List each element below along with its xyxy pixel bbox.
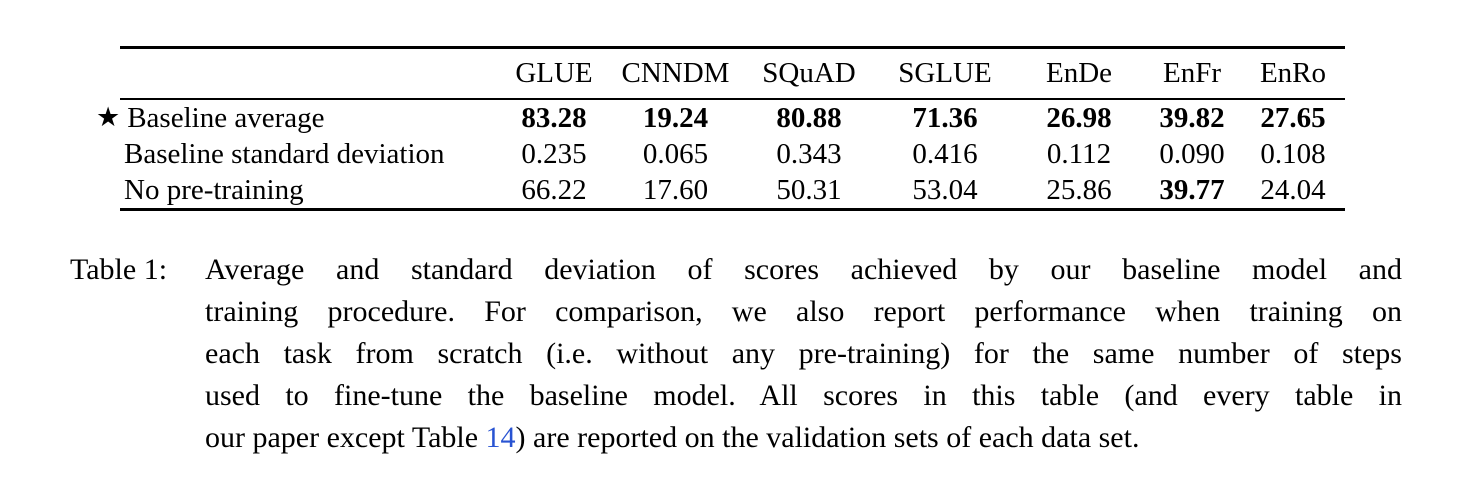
- header-cell-enfr: EnFr: [1143, 47, 1241, 100]
- value-cell: 80.88: [776, 101, 842, 134]
- caption-line: our paper except Table 14) are reported …: [205, 417, 1402, 459]
- row-label: Baseline standard deviation: [120, 136, 500, 172]
- header-cell-glue: GLUE: [500, 47, 608, 100]
- header-cell-ende: EnDe: [1015, 47, 1143, 100]
- header-cell-squad: SQuAD: [743, 47, 875, 100]
- value-cell: 24.04: [1260, 173, 1326, 206]
- value-cell: 0.108: [1260, 137, 1326, 170]
- table-caption: Table 1: Average and standard deviation …: [70, 249, 1405, 459]
- row-label-text: Baseline standard deviation: [124, 137, 445, 170]
- value-cell: 0.235: [521, 137, 587, 170]
- row-label-text: No pre-training: [124, 173, 304, 206]
- row-label-text: Baseline average: [127, 101, 325, 134]
- value-cell: 0.343: [776, 137, 842, 170]
- caption-text: our paper except Table: [205, 421, 486, 454]
- value-cell: 0.090: [1159, 137, 1225, 170]
- value-cell: 39.82: [1159, 101, 1225, 134]
- value-cell: 53.04: [912, 173, 978, 206]
- value-cell: 66.22: [521, 173, 587, 206]
- value-cell: 71.36: [912, 101, 978, 134]
- value-cell: 0.112: [1046, 137, 1112, 170]
- table-14-link[interactable]: 14: [485, 421, 516, 454]
- row-label: ★ Baseline average: [96, 99, 500, 136]
- caption-body: Average and standard deviation of scores…: [205, 249, 1402, 459]
- star-icon: ★: [96, 101, 121, 132]
- header-cell-sglue: SGLUE: [875, 47, 1015, 100]
- value-cell: 50.31: [776, 173, 842, 206]
- caption-label: Table 1:: [70, 253, 168, 286]
- table-row-baseline-standard-deviation: Baseline standard deviation 0.235 0.065 …: [120, 136, 1345, 172]
- caption-line: used to fine-tune the baseline model. Al…: [205, 379, 1402, 412]
- value-cell: 39.77: [1159, 173, 1225, 206]
- caption-line: Average and standard deviation of scores…: [205, 253, 1402, 286]
- table-row-baseline-average: ★ Baseline average 83.28 19.24 80.88 71.3…: [96, 99, 1345, 136]
- header-cell-enro: EnRo: [1241, 47, 1345, 100]
- caption-text: ) are reported on the validation sets of…: [515, 421, 1140, 454]
- table-row-no-pre-training: No pre-training 66.22 17.60 50.31 53.04 …: [120, 172, 1345, 210]
- value-cell: 17.60: [642, 173, 709, 206]
- caption-line: training procedure. For comparison, we a…: [205, 295, 1402, 328]
- header-cell-cnndm: CNNDM: [608, 47, 743, 100]
- caption-line: each task from scratch (i.e. without any…: [205, 337, 1402, 370]
- value-cell: 0.416: [912, 137, 978, 170]
- header-row: GLUE CNNDM SQuAD SGLUE EnDe EnFr EnRo: [120, 47, 1345, 100]
- value-cell: 83.28: [521, 101, 587, 134]
- value-cell: 27.65: [1260, 101, 1326, 134]
- value-cell: 0.065: [642, 137, 709, 170]
- header-cell-empty: [120, 47, 500, 100]
- results-table: GLUE CNNDM SQuAD SGLUE EnDe EnFr EnRo ★ B…: [96, 46, 1345, 211]
- value-cell: 25.86: [1046, 173, 1112, 206]
- row-label: No pre-training: [120, 172, 500, 210]
- value-cell: 19.24: [642, 101, 709, 134]
- value-cell: 26.98: [1046, 101, 1112, 134]
